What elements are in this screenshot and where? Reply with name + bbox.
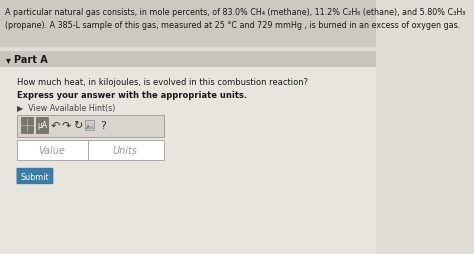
Text: Submit: Submit xyxy=(20,172,49,181)
Text: ▾: ▾ xyxy=(6,55,10,65)
Text: Units: Units xyxy=(112,146,137,155)
Text: A particular natural gas consists, in mole percents, of 83.0% CH₄ (methane), 11.: A particular natural gas consists, in mo… xyxy=(5,8,465,17)
Text: Part A: Part A xyxy=(14,55,48,65)
Text: ↻: ↻ xyxy=(73,121,82,131)
Bar xyxy=(36,118,48,133)
Text: How much heat, in kilojoules, is evolved in this combustion reaction?: How much heat, in kilojoules, is evolved… xyxy=(18,78,309,87)
Text: Express your answer with the appropriate units.: Express your answer with the appropriate… xyxy=(18,91,247,100)
Text: ▶  View Available Hint(s): ▶ View Available Hint(s) xyxy=(18,104,116,113)
FancyBboxPatch shape xyxy=(17,168,54,184)
Text: (propane). A 385-L sample of this gas, measured at 25 °C and 729 mmHg , is burne: (propane). A 385-L sample of this gas, m… xyxy=(5,21,460,30)
Polygon shape xyxy=(86,124,91,130)
Bar xyxy=(0,52,376,68)
Bar xyxy=(0,0,376,48)
Bar xyxy=(18,116,164,137)
Text: Value: Value xyxy=(38,146,64,155)
Bar xyxy=(18,140,164,160)
Bar xyxy=(85,121,94,131)
Text: μA: μA xyxy=(37,121,47,130)
Bar xyxy=(21,118,33,133)
Text: ↶: ↶ xyxy=(51,121,60,131)
Text: ↷: ↷ xyxy=(62,121,72,131)
Text: ?: ? xyxy=(100,121,106,131)
Polygon shape xyxy=(87,126,94,130)
Bar xyxy=(0,68,376,254)
